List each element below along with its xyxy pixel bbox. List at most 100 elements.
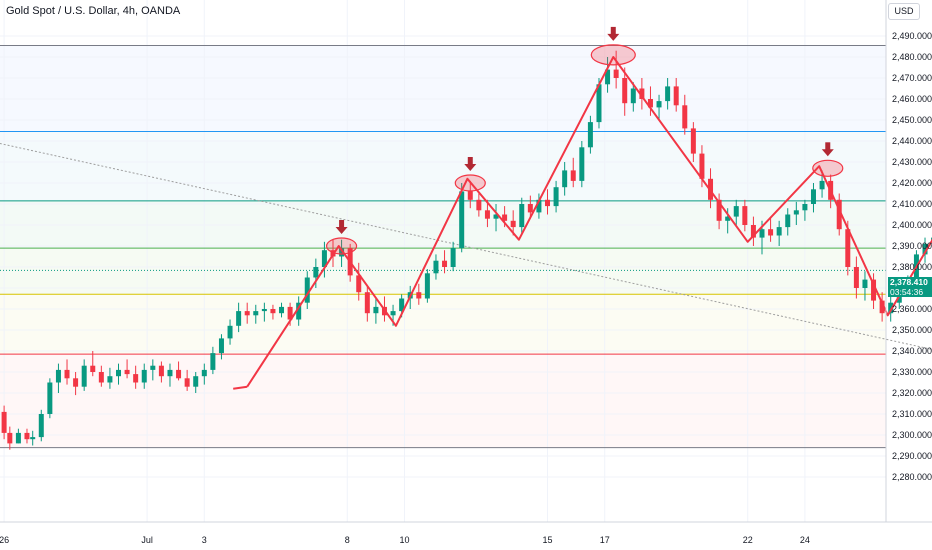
peak-ellipse <box>325 237 358 255</box>
candle <box>296 296 302 326</box>
down-arrow-shaft <box>339 220 345 228</box>
candle-body <box>502 214 508 221</box>
candle-body <box>742 206 748 225</box>
candle-body <box>1 411 7 433</box>
candle <box>64 359 70 385</box>
candle-body <box>570 170 576 181</box>
candle <box>55 363 61 393</box>
candle <box>450 241 456 272</box>
candle-body <box>793 210 799 215</box>
x-tick-label: 26 <box>0 535 9 545</box>
candle <box>424 269 430 303</box>
candle <box>244 302 250 324</box>
candle-body <box>287 306 293 320</box>
down-arrow-shaft <box>467 157 473 165</box>
candle-body <box>776 227 782 236</box>
candle <box>167 363 173 387</box>
y-tick-label: 2,400.000 <box>892 220 932 230</box>
candle <box>733 199 739 225</box>
candle-body <box>47 382 53 414</box>
candle <box>785 208 791 236</box>
y-tick-label: 2,320.000 <box>892 388 932 398</box>
candle-body <box>399 298 405 312</box>
candle <box>313 258 319 288</box>
candle <box>270 304 276 320</box>
candle-body <box>55 369 61 383</box>
x-tick-label: 10 <box>399 535 409 545</box>
candle <box>7 426 13 450</box>
candle-body <box>810 189 816 204</box>
candle <box>90 351 96 377</box>
candle-body <box>733 206 739 217</box>
down-arrow-icon <box>821 149 834 157</box>
y-tick-label: 2,290.000 <box>892 451 932 461</box>
candle <box>141 363 147 389</box>
candle <box>802 199 808 221</box>
candle-body <box>24 432 30 440</box>
y-tick-label: 2,460.000 <box>892 94 932 104</box>
y-tick-label: 2,380.000 <box>892 262 932 272</box>
candle <box>647 86 653 116</box>
x-tick-label: 3 <box>202 535 207 545</box>
candle-body <box>450 248 456 267</box>
candle <box>339 239 345 267</box>
candle-countdown: 03:54:36 <box>890 287 924 297</box>
candle <box>682 94 688 135</box>
candle <box>210 346 216 375</box>
candle-body <box>193 376 199 387</box>
candle <box>124 359 130 379</box>
candle-body <box>759 229 765 238</box>
chart-title: Gold Spot / U.S. Dollar, 4h, OANDA <box>6 5 181 17</box>
candle <box>750 216 756 246</box>
y-tick-label: 2,430.000 <box>892 157 932 167</box>
candle <box>416 283 422 305</box>
candle-body <box>682 105 688 129</box>
candle <box>158 361 164 383</box>
candle-body <box>647 99 653 108</box>
candle-body <box>227 325 233 339</box>
candle-body <box>158 365 164 377</box>
candle-body <box>879 300 885 314</box>
x-tick-label: 8 <box>345 535 350 545</box>
candle-body <box>605 69 611 85</box>
candle <box>24 428 30 444</box>
candle-body <box>313 267 319 278</box>
candle-body <box>699 153 705 179</box>
peak-ellipse <box>454 174 486 192</box>
y-tick-label: 2,310.000 <box>892 409 932 419</box>
x-tick-label: Jul <box>141 535 153 545</box>
candle-body <box>493 214 499 219</box>
currency-badge[interactable]: USD <box>888 3 920 20</box>
candle <box>227 319 233 345</box>
candle <box>30 430 36 446</box>
candle-body <box>862 279 868 288</box>
candle <box>38 409 44 442</box>
candle-body <box>116 369 121 377</box>
candle-body <box>596 84 602 123</box>
y-tick-label: 2,420.000 <box>892 178 932 188</box>
candle-body <box>15 432 21 444</box>
candle <box>639 78 645 110</box>
peak-ellipse <box>812 159 844 177</box>
candle <box>536 193 542 219</box>
candle <box>321 241 327 278</box>
y-tick-label: 2,280.000 <box>892 472 932 482</box>
candle <box>459 183 465 253</box>
current-price: 2,378.410 <box>890 277 928 287</box>
candle-body <box>7 432 13 444</box>
candle-body <box>802 204 808 211</box>
candle-body <box>725 216 731 221</box>
candle-body <box>527 204 533 213</box>
candle <box>527 195 533 219</box>
candle-body <box>107 376 113 383</box>
candle <box>768 216 774 242</box>
candle-body <box>201 369 207 377</box>
y-tick-label: 2,340.000 <box>892 346 932 356</box>
y-tick-label: 2,480.000 <box>892 52 932 62</box>
candle-body <box>416 292 422 299</box>
candle-body <box>261 309 267 312</box>
candle <box>433 254 439 280</box>
candle-body <box>836 199 842 230</box>
candle <box>553 180 559 213</box>
